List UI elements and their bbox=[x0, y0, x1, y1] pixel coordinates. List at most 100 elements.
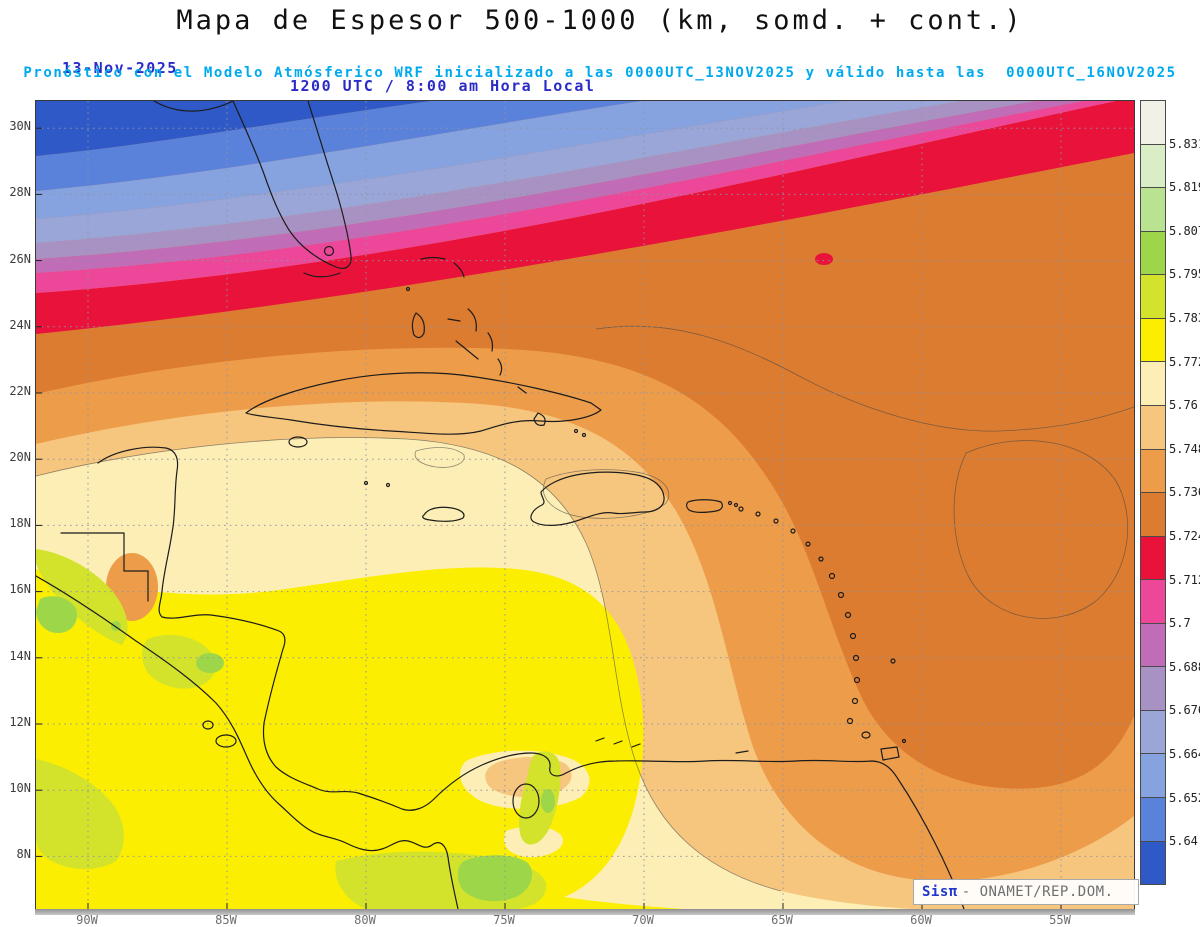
coastline-florida bbox=[153, 101, 352, 269]
legend-label: 5.64 bbox=[1169, 834, 1198, 848]
band-orchid bbox=[36, 101, 1084, 273]
watermark-org: - ONAMET/REP.DOM. bbox=[961, 884, 1114, 900]
legend-swatch bbox=[1140, 622, 1166, 668]
lat-label: 26N bbox=[9, 252, 31, 266]
legend-swatch bbox=[1140, 666, 1166, 711]
legend-swatch bbox=[1140, 404, 1166, 450]
legend-swatch bbox=[1140, 709, 1166, 755]
lat-label: 24N bbox=[9, 318, 31, 332]
coastline-pacific bbox=[36, 575, 459, 909]
green-patch bbox=[541, 789, 555, 813]
coastlines bbox=[36, 101, 965, 909]
lon-label: 85W bbox=[215, 913, 237, 927]
chartreuse-patch bbox=[36, 549, 128, 645]
legend-label: 5.664 bbox=[1169, 747, 1200, 761]
legend-swatch bbox=[1140, 317, 1166, 363]
lat-label: 16N bbox=[9, 582, 31, 596]
coastline-trinidad bbox=[880, 746, 900, 761]
cayman-islands bbox=[363, 480, 391, 488]
lon-label: 70W bbox=[632, 913, 654, 927]
chartreuse-patch bbox=[142, 634, 216, 689]
map-plot-area: Sisπ - ONAMET/REP.DOM. bbox=[35, 100, 1139, 910]
legend-swatch bbox=[1140, 448, 1166, 494]
legend-label: 5.783 bbox=[1169, 311, 1200, 325]
lon-label: 55W bbox=[1049, 913, 1071, 927]
legend-label: 5.795 bbox=[1169, 267, 1200, 281]
green-patch bbox=[457, 855, 532, 902]
legend-swatch bbox=[1140, 187, 1166, 232]
legend-colorbar bbox=[1140, 100, 1166, 886]
border-guatemala-belize bbox=[60, 532, 149, 602]
chartreuse-patch bbox=[36, 759, 124, 870]
red-closed-contour bbox=[815, 253, 833, 265]
legend-label: 5.76 bbox=[1169, 398, 1198, 412]
green-patch bbox=[196, 653, 224, 673]
legend-label: 5.831 bbox=[1169, 137, 1200, 151]
bahamas-islands bbox=[405, 256, 587, 438]
band-medium-blue bbox=[36, 101, 641, 191]
chartreuse-patch bbox=[519, 751, 561, 845]
lat-label: 20N bbox=[9, 450, 31, 464]
watermark-brand: Sisπ bbox=[922, 884, 958, 900]
lake-nicaragua bbox=[215, 734, 237, 748]
coastline-florida-keys bbox=[303, 272, 341, 278]
contour-map-svg bbox=[36, 101, 1134, 909]
legend-swatch bbox=[1140, 230, 1166, 276]
axis-shadow bbox=[35, 909, 1135, 915]
axis-ticks bbox=[36, 127, 1062, 909]
lat-label: 28N bbox=[9, 185, 31, 199]
legend-swatch bbox=[1140, 535, 1166, 581]
legend-swatch bbox=[1140, 753, 1166, 798]
date-label: 13-Nov-2025 bbox=[62, 59, 178, 77]
coastline-hispaniola bbox=[530, 471, 665, 526]
lat-label: 14N bbox=[9, 649, 31, 663]
forecast-line: Pronóstico con el Modelo Atmósferico WRF… bbox=[23, 65, 1177, 81]
lon-label: 75W bbox=[493, 913, 515, 927]
coastline-puerto-rico bbox=[686, 499, 723, 513]
legend-label: 5.676 bbox=[1169, 703, 1200, 717]
thin-contour-lines bbox=[36, 325, 1134, 892]
lat-label: 18N bbox=[9, 516, 31, 530]
lat-label: 30N bbox=[9, 119, 31, 133]
lake-okeechobee bbox=[323, 245, 335, 257]
isla-juventud bbox=[288, 436, 308, 448]
legend-labels: 5.831 5.819 5.807 5.795 5.783 5.772 5.76… bbox=[1169, 100, 1200, 885]
legend-label: 5.807 bbox=[1169, 224, 1200, 238]
band-slate-purple bbox=[36, 101, 1036, 259]
band-deep-blue bbox=[36, 101, 431, 156]
green-patch bbox=[36, 596, 78, 633]
lat-label: 22N bbox=[9, 384, 31, 398]
green-patches bbox=[36, 596, 555, 902]
lon-label: 90W bbox=[76, 913, 98, 927]
legend-label: 5.748 bbox=[1169, 442, 1200, 456]
lon-label: 80W bbox=[354, 913, 376, 927]
page-title: Mapa de Espesor 500-1000 (km, somd. + co… bbox=[176, 5, 1024, 36]
band-magenta bbox=[36, 101, 1116, 293]
legend-swatch bbox=[1140, 361, 1166, 406]
lon-label: 60W bbox=[910, 913, 932, 927]
lake-maracaibo bbox=[512, 783, 540, 819]
legend-label: 5.819 bbox=[1169, 180, 1200, 194]
legend-swatch bbox=[1140, 143, 1166, 189]
legend-swatch bbox=[1140, 492, 1166, 537]
lat-label: 12N bbox=[9, 715, 31, 729]
lesser-antilles bbox=[595, 500, 907, 761]
legend-label: 5.688 bbox=[1169, 660, 1200, 674]
time-label: 1200 UTC / 8:00 am Hora Local bbox=[290, 77, 596, 95]
coastline-central-south-america bbox=[97, 446, 965, 909]
lat-label: 10N bbox=[9, 781, 31, 795]
lat-label: 8N bbox=[16, 847, 31, 861]
legend-label: 5.7 bbox=[1169, 616, 1191, 630]
coastline-jamaica bbox=[422, 506, 465, 522]
legend-swatch bbox=[1140, 797, 1166, 842]
legend-label: 5.652 bbox=[1169, 791, 1200, 805]
lake-managua bbox=[202, 720, 214, 730]
lon-label: 65W bbox=[771, 913, 793, 927]
legend-swatch bbox=[1140, 274, 1166, 319]
warm-bands bbox=[36, 347, 1134, 909]
coastline-cuba bbox=[245, 372, 602, 435]
grid-lines bbox=[36, 101, 1134, 909]
datetime-line: 13-Nov-2025 1200 UTC / 8:00 am Hora Loca… bbox=[0, 41, 1200, 95]
legend-label: 5.772 bbox=[1169, 355, 1200, 369]
